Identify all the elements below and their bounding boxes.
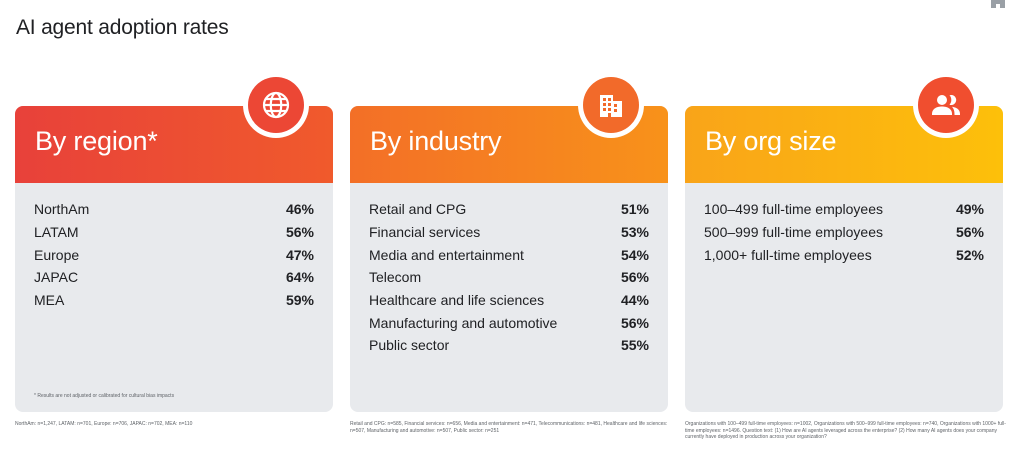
row-value: 64% [285,269,314,286]
row-label: 500–999 full-time employees [704,224,883,241]
row-value: 56% [620,314,649,331]
row-label: 1,000+ full-time employees [704,246,872,263]
row-label: Europe [34,246,80,263]
orgsize-card-title: By org size [705,126,837,156]
row-value: 56% [285,224,314,241]
table-row: NorthAm 46% [34,198,314,221]
table-row: Healthcare and life sciences 44% [369,289,649,312]
table-row: Retail and CPG 51% [369,198,649,221]
orgsize-footnote: Organizations with 100–499 full-time emp… [685,421,1006,440]
orgsize-rows: 100–499 full-time employees 49% 500–999 f… [704,198,984,266]
row-value: 53% [620,224,649,241]
row-label: Public sector [369,337,450,354]
orgsize-card-header: By org size [685,106,1003,183]
table-row: 100–499 full-time employees 49% [704,198,984,221]
table-row: Europe 47% [34,243,314,266]
row-label: 100–499 full-time employees [704,201,883,218]
orgsize-card: By org size 100–499 full-time employees 4… [685,72,1003,412]
region-badge [243,72,309,138]
table-row: LATAM 56% [34,221,314,244]
industry-badge [578,72,644,138]
table-row: Telecom 56% [369,266,649,289]
table-row: MEA 59% [34,289,314,312]
industry-card-title: By industry [370,126,502,156]
row-label: Media and entertainment [369,246,524,263]
industry-card: By industry Retail and CPG 51% Financial … [350,72,668,412]
row-value: 44% [620,292,649,309]
row-value: 54% [620,246,649,263]
row-label: Financial services [369,224,481,241]
row-value: 55% [620,337,649,354]
row-value: 49% [955,201,984,218]
table-row: Public sector 55% [369,334,649,357]
industry-footnote: Retail and CPG: n=585, Financial service… [350,421,668,434]
row-label: MEA [34,292,65,309]
table-row: Financial services 53% [369,221,649,244]
region-card-title: By region* [35,126,158,156]
row-value: 51% [620,201,649,218]
row-value: 56% [620,269,649,286]
industry-rows: Retail and CPG 51% Financial services 53% … [369,198,649,357]
region-rows: NorthAm 46% LATAM 56% Europe 47% JAPAC 64% M… [34,198,314,311]
row-label: Manufacturing and automotive [369,314,558,331]
region-card: By region* NorthAm 46% LATAM 56% Europe 47%… [15,72,333,412]
row-value: 56% [955,224,984,241]
row-label: LATAM [34,224,79,241]
row-value: 46% [285,201,314,218]
table-row: JAPAC 64% [34,266,314,289]
region-card-note: * Results are not adjusted or calibrated… [34,393,175,399]
page-title: AI agent adoption rates [16,16,229,39]
table-row: Manufacturing and automotive 56% [369,311,649,334]
row-label: Telecom [369,269,422,286]
row-label: Healthcare and life sciences [369,292,545,309]
people-icon [932,95,960,115]
row-label: JAPAC [34,269,79,286]
row-value: 47% [285,246,314,263]
table-row: 500–999 full-time employees 56% [704,221,984,244]
globe-icon [262,91,290,119]
row-label: Retail and CPG [369,201,467,218]
orgsize-badge [913,72,979,138]
building-icon [600,95,622,117]
region-footnote: NorthAm: n=1,247, LATAM: n=701, Europe: … [15,421,193,427]
row-value: 52% [955,246,984,263]
table-row: 1,000+ full-time employees 52% [704,243,984,266]
row-value: 59% [285,292,314,309]
home-icon[interactable] [991,0,1005,8]
row-label: NorthAm [34,201,90,218]
table-row: Media and entertainment 54% [369,243,649,266]
